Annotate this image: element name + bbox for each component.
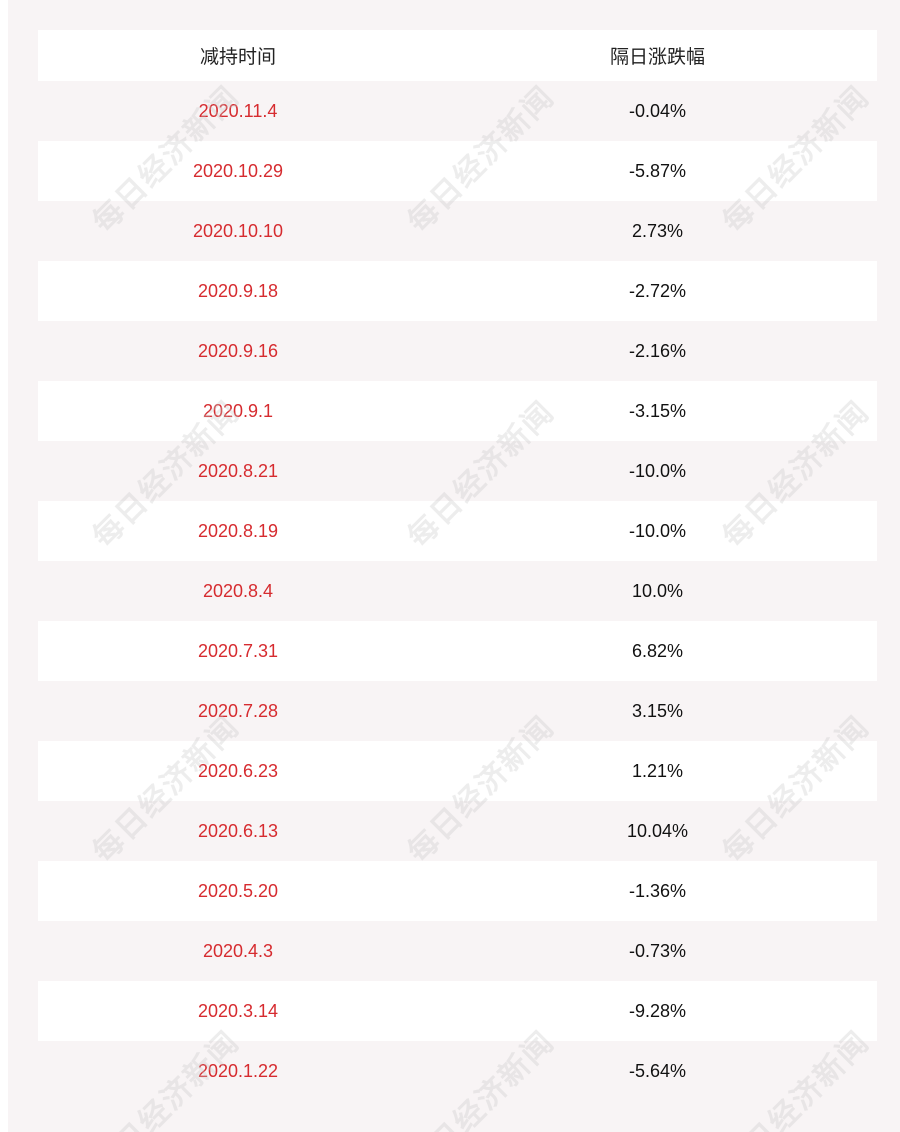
date-cell: 2020.8.21 xyxy=(197,460,279,481)
table-row: 2020.10.29 -5.87% xyxy=(38,141,877,201)
change-cell: -10.0% xyxy=(628,520,687,541)
change-cell: -1.36% xyxy=(628,880,687,901)
date-cell: 2020.3.14 xyxy=(197,1000,279,1021)
change-cell: -2.72% xyxy=(628,280,687,301)
date-cell: 2020.7.28 xyxy=(197,700,279,721)
table-row: 2020.8.21 -10.0% xyxy=(38,441,877,501)
change-cell: -10.0% xyxy=(628,460,687,481)
change-cell: 10.04% xyxy=(626,820,689,841)
table-row: 2020.6.23 1.21% xyxy=(38,741,877,801)
table-row: 2020.10.10 2.73% xyxy=(38,201,877,261)
table-row: 2020.4.3 -0.73% xyxy=(38,921,877,981)
table-header-row: 减持时间 隔日涨跌幅 xyxy=(38,30,877,81)
change-cell: 3.15% xyxy=(631,700,684,721)
change-cell: 6.82% xyxy=(631,640,684,661)
content-panel: 减持时间 隔日涨跌幅 2020.11.4 -0.04% 2020.10.29 -5.8… xyxy=(8,0,900,1132)
reduction-table: 减持时间 隔日涨跌幅 2020.11.4 -0.04% 2020.10.29 -5.8… xyxy=(38,30,877,1101)
date-cell: 2020.4.3 xyxy=(202,940,274,961)
change-cell: 10.0% xyxy=(631,580,684,601)
table-row: 2020.9.1 -3.15% xyxy=(38,381,877,441)
date-cell: 2020.1.22 xyxy=(197,1060,279,1081)
date-cell: 2020.8.19 xyxy=(197,520,279,541)
date-cell: 2020.5.20 xyxy=(197,880,279,901)
date-cell: 2020.6.13 xyxy=(197,820,279,841)
date-cell: 2020.11.4 xyxy=(198,100,278,121)
change-cell: 2.73% xyxy=(631,220,684,241)
table-row: 2020.6.13 10.04% xyxy=(38,801,877,861)
date-cell: 2020.9.18 xyxy=(197,280,279,301)
table-row: 2020.7.28 3.15% xyxy=(38,681,877,741)
change-cell: -5.64% xyxy=(628,1060,687,1081)
header-date: 减持时间 xyxy=(199,47,276,68)
change-cell: -0.04% xyxy=(628,100,687,121)
date-cell: 2020.9.16 xyxy=(197,340,279,361)
header-change: 隔日涨跌幅 xyxy=(609,47,705,68)
change-cell: -0.73% xyxy=(628,940,687,961)
table-row: 2020.9.16 -2.16% xyxy=(38,321,877,381)
change-cell: -5.87% xyxy=(628,160,687,181)
table-row: 2020.1.22 -5.64% xyxy=(38,1041,877,1101)
date-cell: 2020.8.4 xyxy=(202,580,274,601)
table-row: 2020.9.18 -2.72% xyxy=(38,261,877,321)
table-row: 2020.7.31 6.82% xyxy=(38,621,877,681)
date-cell: 2020.10.10 xyxy=(192,220,284,241)
date-cell: 2020.6.23 xyxy=(197,760,279,781)
change-cell: -3.15% xyxy=(628,400,687,421)
date-cell: 2020.7.31 xyxy=(197,640,279,661)
table-row: 2020.5.20 -1.36% xyxy=(38,861,877,921)
change-cell: -9.28% xyxy=(628,1000,687,1021)
date-cell: 2020.10.29 xyxy=(192,160,284,181)
table-row: 2020.8.4 10.0% xyxy=(38,561,877,621)
date-cell: 2020.9.1 xyxy=(202,400,274,421)
table-row: 2020.11.4 -0.04% xyxy=(38,81,877,141)
table-row: 2020.8.19 -10.0% xyxy=(38,501,877,561)
change-cell: 1.21% xyxy=(631,760,684,781)
change-cell: -2.16% xyxy=(628,340,687,361)
table-row: 2020.3.14 -9.28% xyxy=(38,981,877,1041)
